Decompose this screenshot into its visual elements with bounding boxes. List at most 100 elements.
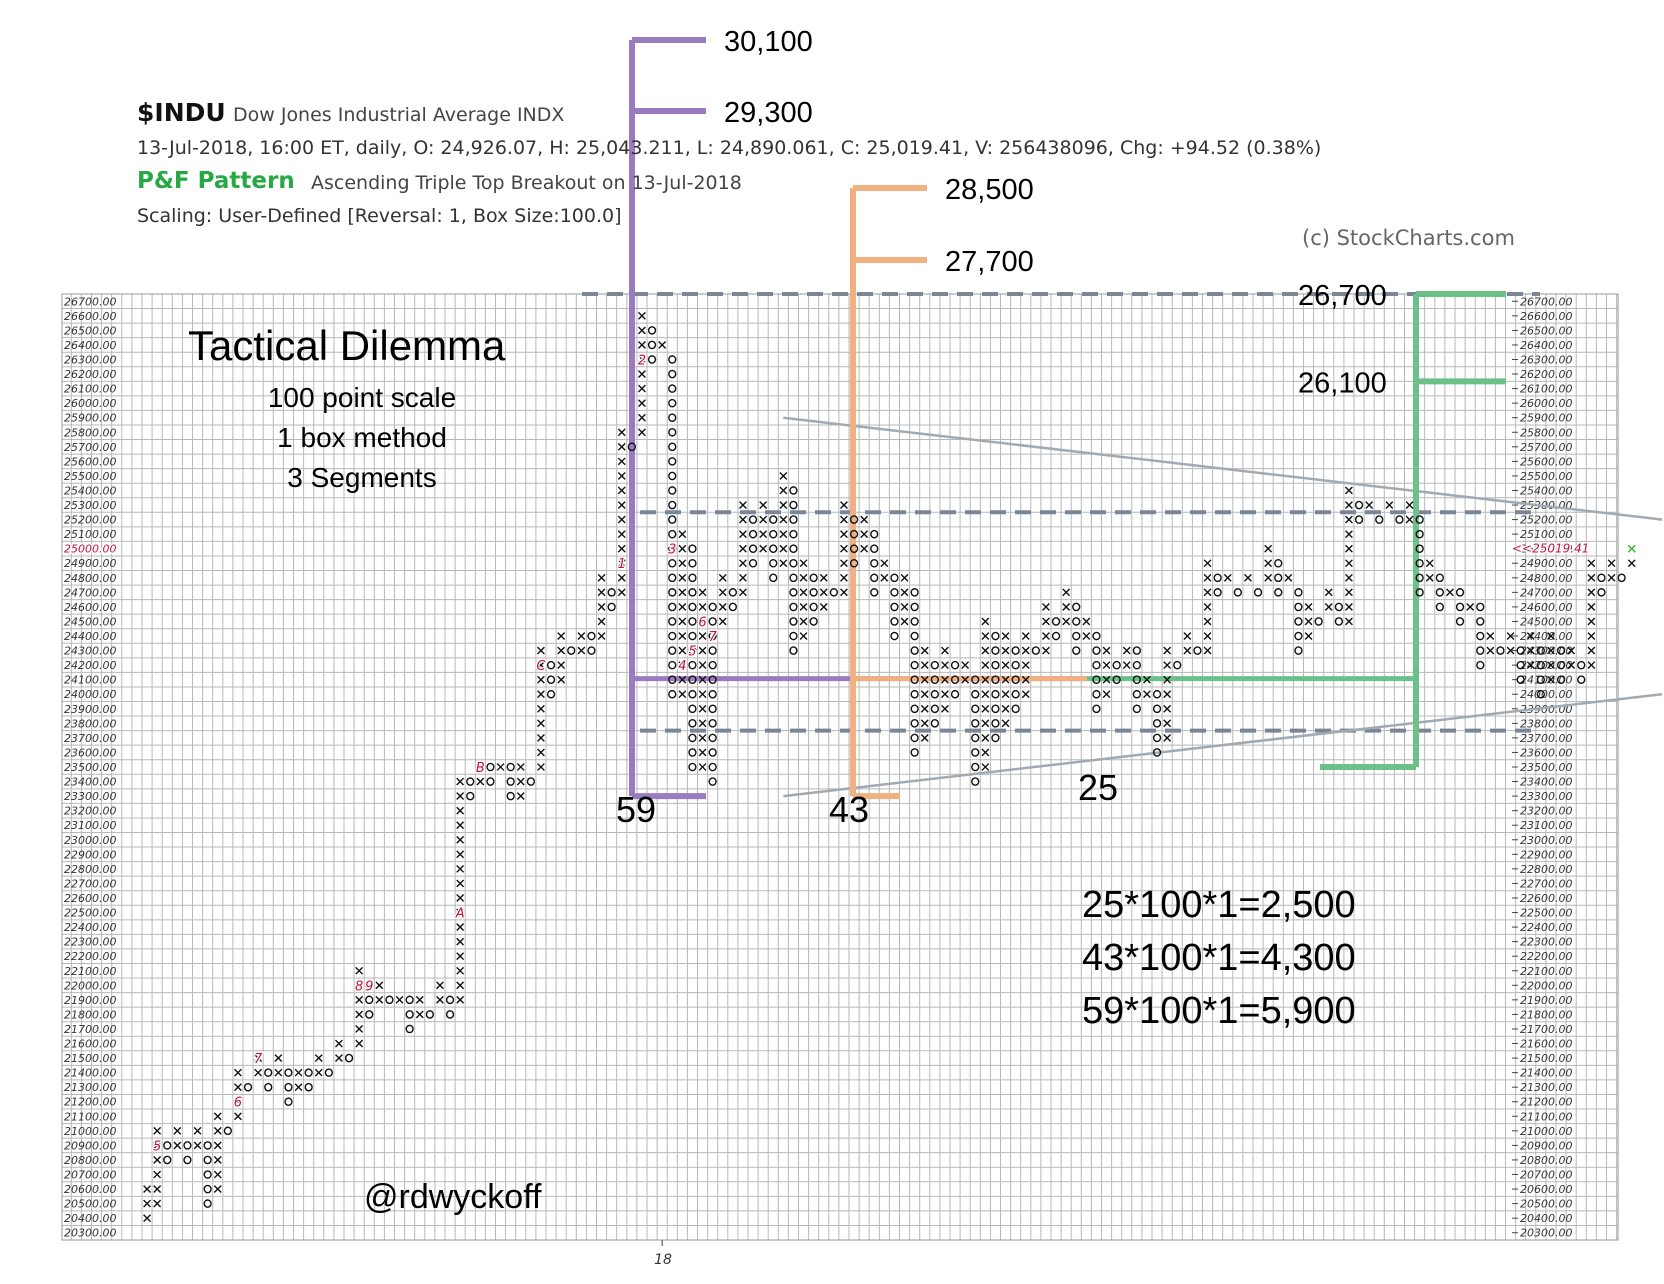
x-mark-stroke (1304, 617, 1313, 626)
x-mark (941, 675, 949, 684)
x-mark-stroke (920, 690, 929, 699)
x-mark-stroke (1304, 602, 1313, 611)
x-mark-stroke (537, 763, 545, 771)
y-tick-label-right: 24500.00 (1520, 615, 1573, 628)
x-mark (1223, 573, 1232, 582)
y-tick-label-left: 22300.00 (64, 936, 117, 949)
x-mark (1587, 573, 1596, 582)
x-mark-stroke (1244, 573, 1252, 582)
x-mark-stroke (617, 515, 626, 524)
count-target-label: 28,500 (945, 174, 1034, 206)
o-mark (1011, 704, 1020, 714)
y-tick-label-right: 26000.00 (1520, 397, 1573, 410)
x-mark (698, 763, 707, 771)
o-mark (1092, 675, 1101, 684)
x-mark-stroke (1264, 544, 1273, 553)
y-tick-label-right: 23600.00 (1520, 746, 1573, 759)
x-mark (1345, 617, 1353, 626)
x-mark-stroke (678, 573, 687, 582)
o-mark (1132, 704, 1141, 714)
x-mark (1486, 632, 1495, 640)
x-mark-stroke (173, 1141, 182, 1150)
x-mark-stroke (1203, 559, 1212, 568)
x-mark (759, 530, 768, 539)
x-mark-stroke (456, 821, 465, 830)
o-mark (1556, 646, 1566, 655)
y-tick-label-left: 21700.00 (64, 1023, 117, 1036)
x-mark (1345, 486, 1353, 495)
x-mark (456, 850, 465, 859)
x-mark-stroke (840, 544, 848, 553)
x-mark (597, 602, 606, 611)
x-mark (1001, 675, 1010, 684)
o-mark (1415, 588, 1424, 597)
x-mark (1062, 602, 1071, 611)
y-tick-label-left: 23700.00 (64, 732, 117, 745)
x-mark (759, 515, 768, 524)
x-mark (213, 1156, 222, 1164)
o-mark (203, 1141, 212, 1150)
x-mark-stroke (617, 442, 626, 451)
o-mark (971, 748, 980, 757)
o-mark (405, 1010, 414, 1019)
x-mark (516, 792, 525, 801)
o-mark (1051, 631, 1061, 641)
y-tick-label-left: 21100.00 (64, 1110, 117, 1123)
x-mark (617, 588, 626, 597)
y-tick-label-left: 26000.00 (64, 397, 117, 410)
x-mark (1345, 588, 1353, 597)
o-mark (183, 1155, 192, 1165)
o-mark (708, 617, 717, 626)
x-mark (1042, 602, 1050, 611)
x-mark (537, 690, 545, 699)
annotation-subtitle: 100 point scale (267, 382, 457, 413)
o-mark (708, 646, 717, 655)
o-mark (1132, 646, 1141, 655)
x-mark (1183, 632, 1192, 640)
x-mark-stroke (456, 850, 465, 859)
annotation-subtitle: 3 Segments (287, 462, 437, 493)
x-mark-stroke (698, 733, 707, 742)
y-tick-label-left: 23000.00 (64, 834, 117, 847)
x-mark (1042, 617, 1050, 626)
o-mark (991, 675, 1000, 684)
o-mark (1031, 646, 1040, 655)
o-mark (1011, 646, 1020, 655)
month-label: A (455, 907, 465, 922)
x-mark (739, 501, 747, 509)
x-mark-stroke (1163, 661, 1172, 670)
x-mark-stroke (678, 544, 687, 553)
y-tick-label-right: 26400.00 (1520, 339, 1573, 352)
x-mark (456, 937, 465, 946)
x-mark (981, 719, 990, 728)
x-mark (456, 879, 465, 888)
o-mark (991, 689, 1000, 699)
x-mark (335, 1054, 343, 1063)
o-mark (304, 1068, 313, 1077)
y-tick-label-right: 22400.00 (1520, 921, 1573, 934)
x-mark-stroke (456, 777, 465, 786)
month-label: 5 (153, 1139, 161, 1154)
x-mark (819, 602, 828, 611)
x-mark-stroke (739, 544, 747, 553)
x-mark (456, 923, 465, 932)
x-mark-stroke (961, 661, 970, 670)
x-mark-stroke (314, 1068, 323, 1077)
x-mark-stroke (1042, 602, 1050, 611)
x-mark (920, 661, 929, 670)
x-mark (577, 632, 586, 640)
o-mark (910, 733, 919, 743)
o-mark (769, 544, 778, 553)
o-mark (708, 748, 717, 757)
x-mark (1345, 544, 1353, 553)
y-tick-label-right: 25200.00 (1520, 514, 1573, 527)
y-tick-label-left: 22000.00 (64, 979, 117, 992)
x-mark (638, 384, 646, 393)
x-mark (638, 311, 646, 320)
x-mark (1122, 661, 1131, 670)
count-number-label: 25 (1078, 767, 1118, 808)
o-mark (1092, 660, 1101, 670)
x-mark-stroke (860, 530, 869, 539)
x-mark-stroke (819, 588, 828, 597)
x-mark-stroke (1102, 690, 1111, 699)
